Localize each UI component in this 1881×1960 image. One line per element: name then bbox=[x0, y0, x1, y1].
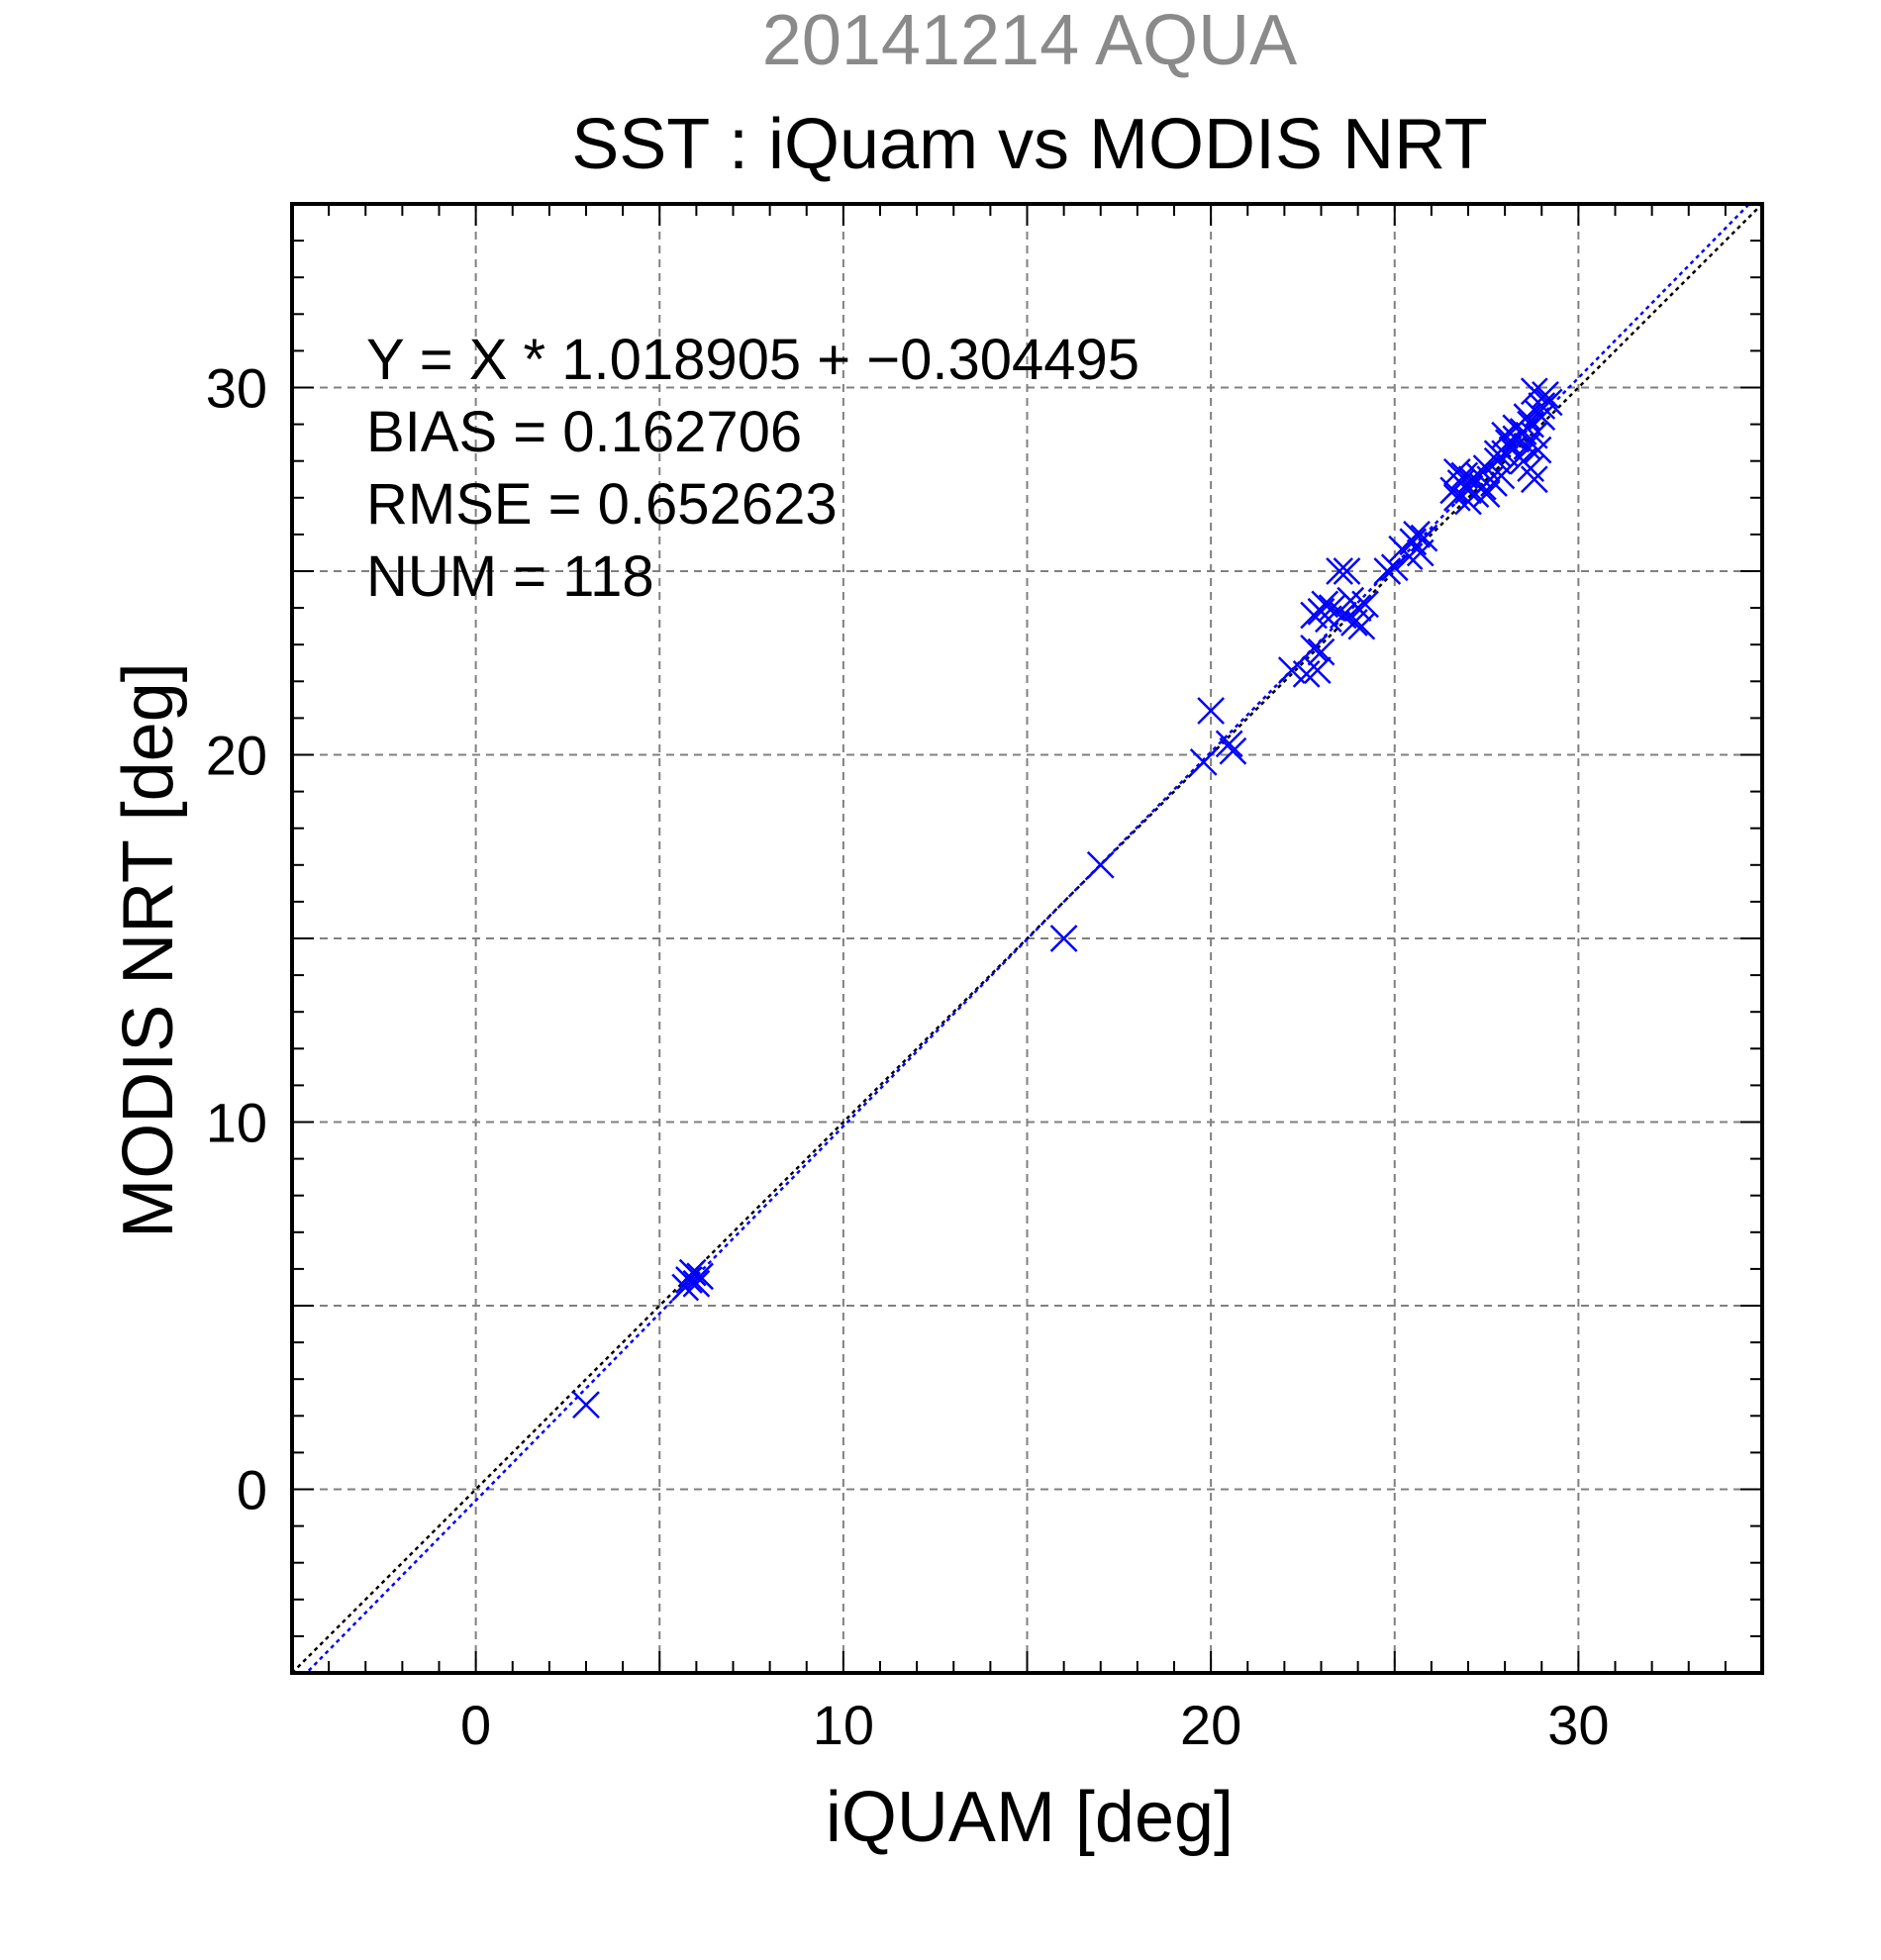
data-point bbox=[1049, 925, 1078, 952]
x-axis-label: iQUAM [deg] bbox=[825, 1778, 1235, 1857]
data-point bbox=[682, 1269, 711, 1298]
data-point bbox=[1528, 403, 1556, 432]
y-axis-label: MODIS NRT [deg] bbox=[109, 662, 188, 1238]
chart-supertitle: 20141214 AQUA bbox=[761, 1, 1298, 80]
data-point bbox=[1454, 487, 1482, 516]
data-point bbox=[1534, 388, 1563, 417]
data-point bbox=[1307, 637, 1336, 666]
data-point bbox=[1326, 557, 1353, 585]
x-tick-label: 30 bbox=[1547, 1694, 1609, 1756]
data-point bbox=[1410, 524, 1438, 552]
data-point bbox=[1524, 436, 1552, 464]
fit-line bbox=[304, 204, 1751, 1673]
regression-equation: Y = X * 1.018905 + −0.304495 bbox=[366, 328, 1140, 392]
data-point bbox=[1343, 594, 1372, 622]
data-point bbox=[686, 1262, 714, 1291]
data-point bbox=[1442, 457, 1471, 486]
y-tick-label: 10 bbox=[206, 1092, 267, 1154]
data-point bbox=[1472, 480, 1501, 508]
plot-frame bbox=[290, 202, 1764, 1675]
x-tick-label: 0 bbox=[460, 1694, 491, 1756]
rmse-stat: RMSE = 0.652623 bbox=[366, 472, 838, 537]
data-point bbox=[1292, 659, 1321, 688]
data-point bbox=[678, 1258, 707, 1287]
data-point bbox=[1380, 553, 1409, 582]
data-point bbox=[1528, 392, 1556, 420]
data-point bbox=[1520, 465, 1548, 494]
data-point bbox=[572, 1391, 600, 1420]
x-tick-label: 10 bbox=[813, 1694, 874, 1756]
data-point bbox=[1303, 656, 1332, 685]
data-point bbox=[671, 1273, 700, 1302]
data-point bbox=[1509, 446, 1537, 475]
y-tick-label: 0 bbox=[237, 1459, 267, 1521]
y-tick-label: 20 bbox=[206, 725, 267, 787]
data-point bbox=[1351, 590, 1379, 619]
y-tick-label: 30 bbox=[206, 357, 267, 420]
data-point bbox=[1086, 850, 1115, 879]
data-point bbox=[1520, 377, 1548, 406]
data-point bbox=[1215, 730, 1243, 758]
data-point bbox=[1333, 557, 1361, 585]
identity-line bbox=[292, 204, 1762, 1673]
data-point bbox=[1219, 736, 1247, 765]
data-point bbox=[1483, 440, 1512, 468]
x-tick-label: 20 bbox=[1180, 1694, 1241, 1756]
bias-stat: BIAS = 0.162706 bbox=[366, 400, 803, 464]
data-point bbox=[1197, 697, 1226, 725]
data-point bbox=[1189, 748, 1218, 776]
data-point bbox=[675, 1266, 703, 1294]
data-point bbox=[1403, 521, 1431, 548]
chart-title: SST : iQuam vs MODIS NRT bbox=[571, 105, 1488, 184]
data-point bbox=[1491, 421, 1520, 449]
data-point bbox=[1373, 557, 1402, 585]
count-stat: NUM = 118 bbox=[366, 544, 654, 609]
